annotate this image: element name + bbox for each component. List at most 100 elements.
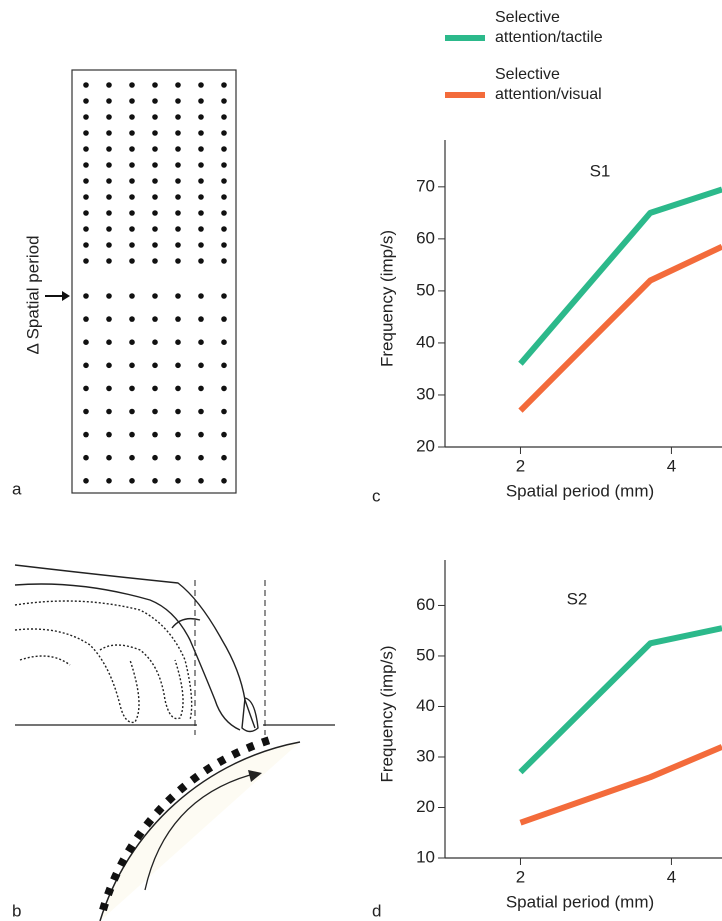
dot xyxy=(175,478,181,484)
dot xyxy=(198,258,204,264)
dot xyxy=(198,98,204,104)
dot xyxy=(106,362,112,369)
dot xyxy=(129,293,135,299)
dot xyxy=(175,431,181,438)
dot xyxy=(83,385,89,392)
dot xyxy=(198,178,204,184)
dot xyxy=(221,130,227,136)
grating-frame xyxy=(71,69,237,494)
dot xyxy=(152,454,158,461)
dot xyxy=(152,82,158,88)
series-line xyxy=(518,243,722,413)
dot xyxy=(106,162,112,168)
panel-label: c xyxy=(372,486,381,505)
dot xyxy=(198,82,204,88)
y-tick-label: 60 xyxy=(416,228,435,247)
dot xyxy=(83,82,89,88)
dot xyxy=(129,194,135,200)
dot xyxy=(221,339,227,346)
dot xyxy=(83,130,89,136)
dot xyxy=(129,242,135,248)
dot xyxy=(221,194,227,200)
subtitle: S1 xyxy=(590,161,611,180)
dot xyxy=(152,362,158,369)
y-tick-label: 20 xyxy=(416,797,435,816)
dot xyxy=(198,194,204,200)
dot xyxy=(129,431,135,438)
x-tick-label: 4 xyxy=(667,867,676,886)
dot xyxy=(152,478,158,484)
dot xyxy=(175,226,181,232)
dot xyxy=(83,194,89,200)
dot xyxy=(221,226,227,232)
dot xyxy=(129,146,135,152)
dot xyxy=(198,130,204,136)
rotation-arrow xyxy=(144,774,251,891)
dot xyxy=(152,98,158,104)
dot xyxy=(129,98,135,104)
dot xyxy=(152,130,158,136)
dot xyxy=(175,339,181,346)
dot xyxy=(152,293,158,299)
hand-drawing xyxy=(14,564,259,733)
dot xyxy=(129,82,135,88)
dot xyxy=(221,98,227,104)
dot xyxy=(106,339,112,346)
dot xyxy=(83,242,89,248)
dot xyxy=(129,162,135,168)
dot xyxy=(198,146,204,152)
dot xyxy=(198,242,204,248)
x-tick-label: 4 xyxy=(667,456,676,475)
dot xyxy=(106,454,112,461)
dot xyxy=(175,130,181,136)
dot xyxy=(106,130,112,136)
dot xyxy=(152,194,158,200)
dot xyxy=(198,339,204,346)
dot xyxy=(221,293,227,299)
series-line xyxy=(518,186,722,366)
dot xyxy=(175,162,181,168)
dot xyxy=(106,293,112,299)
dot-grid xyxy=(83,82,227,484)
dot xyxy=(198,385,204,392)
arrow-head xyxy=(62,291,70,301)
series-line xyxy=(519,744,722,826)
dot xyxy=(175,316,181,322)
dot xyxy=(221,146,227,152)
dot xyxy=(152,242,158,248)
y-tick-label: 50 xyxy=(416,280,435,299)
dot xyxy=(83,98,89,104)
y-tick-label: 40 xyxy=(416,696,435,715)
dot xyxy=(221,162,227,168)
panel-label: b xyxy=(12,901,21,920)
dot xyxy=(175,385,181,392)
dot xyxy=(198,362,204,369)
dot xyxy=(175,98,181,104)
x-axis-label: Spatial period (mm) xyxy=(506,892,654,911)
dot xyxy=(175,293,181,299)
dot xyxy=(221,478,227,484)
dot xyxy=(198,210,204,216)
dot xyxy=(221,178,227,184)
dot xyxy=(83,431,89,438)
dot xyxy=(175,210,181,216)
dot xyxy=(83,162,89,168)
series-line xyxy=(518,625,722,775)
dot xyxy=(129,339,135,346)
dot xyxy=(175,194,181,200)
dot xyxy=(106,82,112,88)
dot xyxy=(106,226,112,232)
dot xyxy=(83,258,89,264)
dot xyxy=(129,130,135,136)
dot xyxy=(129,258,135,264)
dot xyxy=(221,114,227,120)
dot xyxy=(221,316,227,322)
x-tick-label: 2 xyxy=(516,456,525,475)
dot xyxy=(83,210,89,216)
subtitle: S2 xyxy=(567,589,588,608)
y-axis-label: Frequency (imp/s) xyxy=(377,230,396,367)
dot xyxy=(221,258,227,264)
rotation-arrow-head xyxy=(248,770,262,782)
dot xyxy=(129,210,135,216)
